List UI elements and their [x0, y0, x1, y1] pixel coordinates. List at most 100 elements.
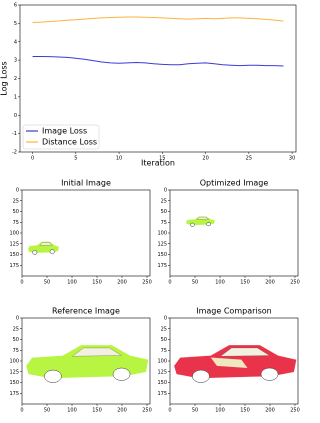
x-tick-label: 0 [31, 156, 34, 162]
y-tick-label: 175 [9, 391, 19, 397]
car-wheel [44, 369, 62, 383]
car-wheel [32, 249, 38, 255]
image-title: Image Comparison [196, 307, 272, 316]
y-tick-label: 5 [14, 21, 17, 27]
car-wheel [190, 222, 195, 227]
x-tick-label: 30 [289, 156, 295, 162]
figure: 0 5 10 15 20 25 30 -2 -1 0 1 2 3 4 5 6 Iteration Log Loss… [0, 3, 300, 414]
y-tick-label: 1 [14, 94, 17, 100]
car-window [220, 347, 271, 357]
line-series [32, 16, 284, 23]
x-tick-label: 200 [117, 280, 127, 286]
y-tick-label: 175 [157, 263, 167, 269]
y-tick-label: 0 [164, 316, 167, 322]
car-window [72, 347, 123, 357]
legend-label: Image Loss [42, 127, 87, 136]
x-tick-label: 200 [265, 408, 275, 414]
plot-frame [169, 317, 299, 405]
plot-frame [21, 317, 151, 405]
x-tick-label: 250 [290, 280, 300, 286]
x-tick-label: 200 [265, 280, 275, 286]
car-wheel [112, 367, 131, 381]
y-tick-label: 75 [161, 348, 167, 354]
x-tick-label: 150 [240, 408, 250, 414]
y-tick-label: 25 [13, 326, 19, 332]
x-tick-label: 250 [290, 408, 300, 414]
y-tick-label: 25 [161, 198, 167, 204]
x-tick-label: 0 [168, 280, 171, 286]
y-tick-label: 25 [13, 198, 19, 204]
car-image [25, 344, 149, 383]
x-tick-label: 100 [215, 280, 225, 286]
y-tick-label: 150 [157, 252, 167, 258]
x-tick-label: 150 [92, 408, 102, 414]
car-image [27, 241, 60, 255]
x-tick-label: 25 [246, 156, 252, 162]
car-image [185, 216, 216, 227]
y-tick-label: 175 [9, 263, 19, 269]
x-tick-label: 50 [44, 408, 50, 414]
y-tick-label: 0 [16, 188, 19, 194]
y-tick-label: 150 [157, 380, 167, 386]
image-title: Reference Image [52, 307, 120, 316]
y-tick-label: 100 [9, 359, 19, 365]
y-tick-label: 2 [14, 76, 17, 82]
y-tick-label: 175 [157, 391, 167, 397]
x-tick-label: 150 [92, 280, 102, 286]
y-tick-label: 125 [157, 369, 167, 375]
x-tick-label: 250 [142, 280, 152, 286]
car-image [173, 344, 297, 383]
plot-frame [19, 4, 297, 153]
x-tick-label: 15 [159, 156, 165, 162]
legend: Image Loss Distance Loss [22, 124, 100, 150]
image-title: Initial Image [61, 179, 111, 188]
x-tick-label: 5 [74, 156, 77, 162]
y-tick-label: 150 [9, 252, 19, 258]
y-tick-label: -1 [12, 131, 17, 137]
x-axis-label: Iteration [141, 159, 175, 168]
car-wheel [260, 367, 279, 381]
x-tick-label: 250 [142, 408, 152, 414]
plot-frame [21, 189, 151, 277]
x-tick-label: 0 [20, 408, 23, 414]
y-tick-label: 4 [14, 39, 17, 45]
y-tick-label: 125 [157, 241, 167, 247]
legend-box [22, 124, 100, 150]
diff-region [210, 357, 248, 368]
y-tick-label: 75 [13, 220, 19, 226]
x-tick-label: 200 [117, 408, 127, 414]
x-tick-label: 10 [116, 156, 122, 162]
y-tick-label: 50 [13, 209, 19, 215]
car-wheel [192, 369, 210, 383]
y-axis-label: Log Loss [0, 61, 9, 95]
y-tick-label: 0 [16, 316, 19, 322]
x-tick-label: 150 [240, 280, 250, 286]
y-tick-label: 0 [14, 113, 17, 119]
x-tick-label: 100 [215, 408, 225, 414]
plot-frame [169, 189, 299, 277]
y-tick-label: -2 [12, 150, 17, 156]
y-tick-label: 50 [161, 209, 167, 215]
y-tick-label: 100 [157, 231, 167, 237]
y-tick-label: 125 [9, 241, 19, 247]
x-tick-label: 100 [67, 280, 77, 286]
x-tick-label: 0 [168, 408, 171, 414]
car-window [39, 242, 53, 246]
y-tick-label: 3 [14, 58, 17, 64]
y-tick-label: 50 [161, 337, 167, 343]
x-tick-label: 50 [192, 280, 198, 286]
x-tick-label: 20 [202, 156, 208, 162]
car-window [196, 216, 210, 220]
y-tick-label: 0 [164, 188, 167, 194]
y-tick-label: 100 [157, 359, 167, 365]
x-tick-label: 50 [192, 408, 198, 414]
image-title: Optimized Image [200, 179, 269, 188]
y-tick-label: 50 [13, 337, 19, 343]
y-tick-label: 150 [9, 380, 19, 386]
car-wheel [206, 222, 211, 227]
line-series [32, 55, 284, 67]
y-tick-label: 75 [161, 220, 167, 226]
legend-label: Distance Loss [42, 138, 97, 147]
y-tick-label: 125 [9, 369, 19, 375]
x-tick-label: 100 [67, 408, 77, 414]
